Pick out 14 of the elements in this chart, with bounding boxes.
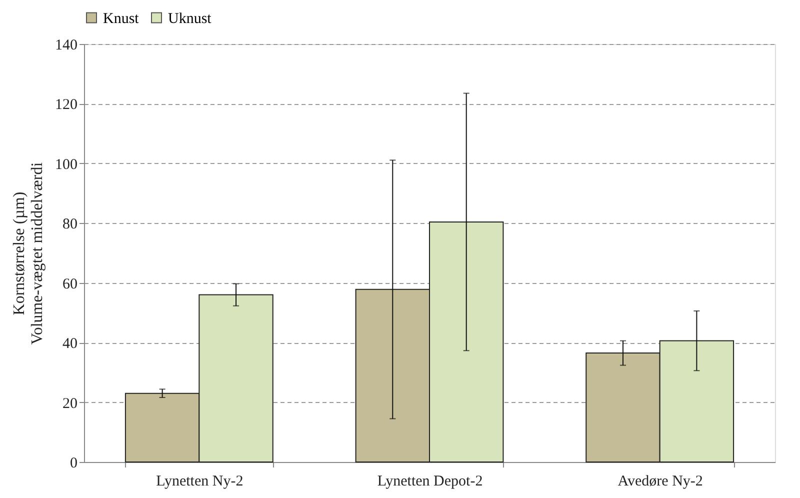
- y-tick-label: 120: [55, 97, 78, 114]
- x-tick-label: Avedøre Ny-2: [618, 474, 703, 490]
- legend-label: Knust: [103, 10, 140, 27]
- y-tick-label: 20: [62, 396, 78, 412]
- y-tick-label: 60: [62, 276, 78, 292]
- y-tick-label: 0: [70, 456, 78, 472]
- y-tick-label: 40: [62, 336, 78, 352]
- y-tick-label: 140: [55, 38, 78, 54]
- x-tick-label: Lynetten Ny-2: [156, 474, 244, 490]
- legend-label: Uknust: [168, 10, 212, 27]
- y-tick-label: 100: [55, 156, 78, 173]
- y-tick-label: 80: [62, 216, 78, 233]
- x-tick-label: Lynetten Depot-2: [377, 474, 483, 490]
- y-axis-title: Kornstørrelse (µm) Volume-vægtet middelværdi: [11, 162, 46, 345]
